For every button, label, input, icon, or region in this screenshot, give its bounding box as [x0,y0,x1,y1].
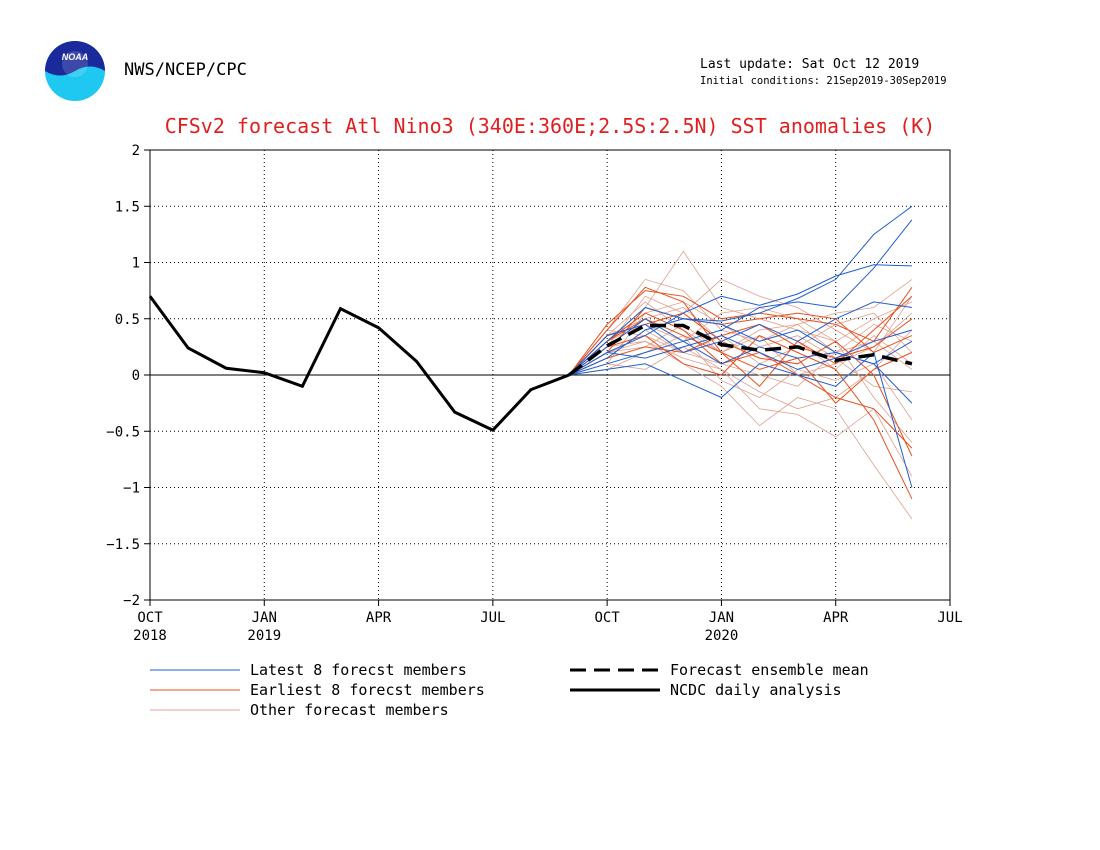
y-tick-label: 1.5 [115,199,140,215]
y-tick-label: −0.5 [106,424,140,440]
y-tick-label: −1 [123,481,140,497]
last-update: Last update: Sat Oct 12 2019 [700,57,920,72]
legend-label: Other forecast members [250,701,449,719]
y-tick-label: 2 [132,143,140,159]
forecast-member-earliest [568,318,913,376]
y-tick-label: −2 [123,593,140,609]
noaa-logo: NOAA [45,41,105,101]
legend-label: Forecast ensemble mean [670,661,869,679]
x-tick-label: JAN [709,610,734,626]
y-tick-label: 1 [132,256,140,272]
x-tick-label: OCT [137,610,163,626]
legend-label: Latest 8 forecst members [250,661,467,679]
logo-text: NOAA [62,52,89,62]
x-tick-year-label: 2019 [247,628,281,644]
chart-title: CFSv2 forecast Atl Nino3 (340E:360E;2.5S… [164,114,936,138]
forecast-member-latest [568,219,913,376]
forecast-member-latest [568,351,913,488]
x-tick-label: JUL [937,610,962,626]
forecast-member-earliest [568,287,913,376]
x-tick-label: APR [366,610,392,626]
x-tick-label: APR [823,610,849,626]
x-tick-label: JAN [252,610,277,626]
forecast-member-other [568,340,913,520]
legend-label: Earliest 8 forecst members [250,681,485,699]
forecast-member-other [568,346,913,477]
x-tick-year-label: 2018 [133,628,167,644]
initial-conditions: Initial conditions: 21Sep2019-30Sep2019 [700,75,947,87]
forecast-member-earliest [568,312,913,449]
y-tick-label: 0 [132,368,140,384]
x-tick-year-label: 2020 [705,628,739,644]
forecast-member-earliest [568,286,913,388]
forecast-member-latest [568,205,913,376]
x-tick-label: OCT [594,610,620,626]
y-tick-label: 0.5 [115,312,140,328]
forecast-member-latest [568,329,913,376]
forecast-member-other [568,301,912,393]
x-tick-label: JUL [480,610,505,626]
analysis-line [148,295,570,432]
forecast-member-other [568,278,913,376]
forecast-member-latest [568,301,912,376]
legend-label: NCDC daily analysis [670,681,842,699]
agency-label: NWS/NCEP/CPC [124,60,247,80]
y-tick-label: −1.5 [106,537,140,553]
